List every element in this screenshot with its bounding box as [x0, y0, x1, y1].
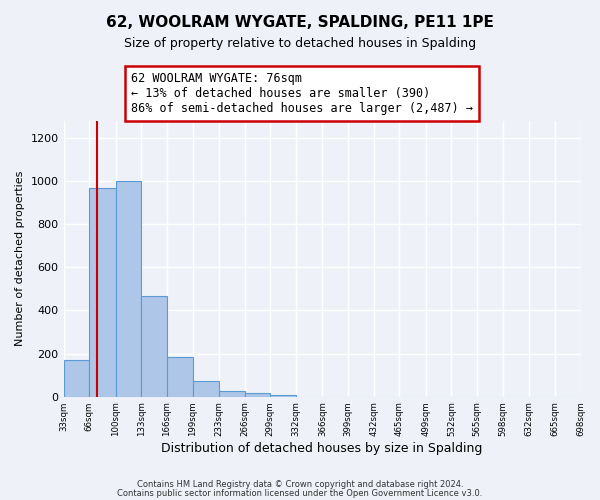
Text: 62, WOOLRAM WYGATE, SPALDING, PE11 1PE: 62, WOOLRAM WYGATE, SPALDING, PE11 1PE: [106, 15, 494, 30]
Text: Size of property relative to detached houses in Spalding: Size of property relative to detached ho…: [124, 38, 476, 51]
Bar: [89, 188, 116, 396]
Text: Contains public sector information licensed under the Open Government Licence v3: Contains public sector information licen…: [118, 488, 482, 498]
Bar: [271, 394, 296, 396]
Bar: [116, 181, 141, 396]
Bar: [193, 380, 219, 396]
Bar: [245, 394, 271, 396]
Text: Contains HM Land Registry data © Crown copyright and database right 2024.: Contains HM Land Registry data © Crown c…: [137, 480, 463, 489]
Text: 62 WOOLRAM WYGATE: 76sqm
← 13% of detached houses are smaller (390)
86% of semi-: 62 WOOLRAM WYGATE: 76sqm ← 13% of detach…: [131, 72, 473, 115]
Bar: [219, 392, 245, 396]
Bar: [64, 360, 89, 397]
X-axis label: Distribution of detached houses by size in Spalding: Distribution of detached houses by size …: [161, 442, 483, 455]
Bar: [141, 296, 167, 396]
Y-axis label: Number of detached properties: Number of detached properties: [15, 171, 25, 346]
Bar: [167, 357, 193, 397]
